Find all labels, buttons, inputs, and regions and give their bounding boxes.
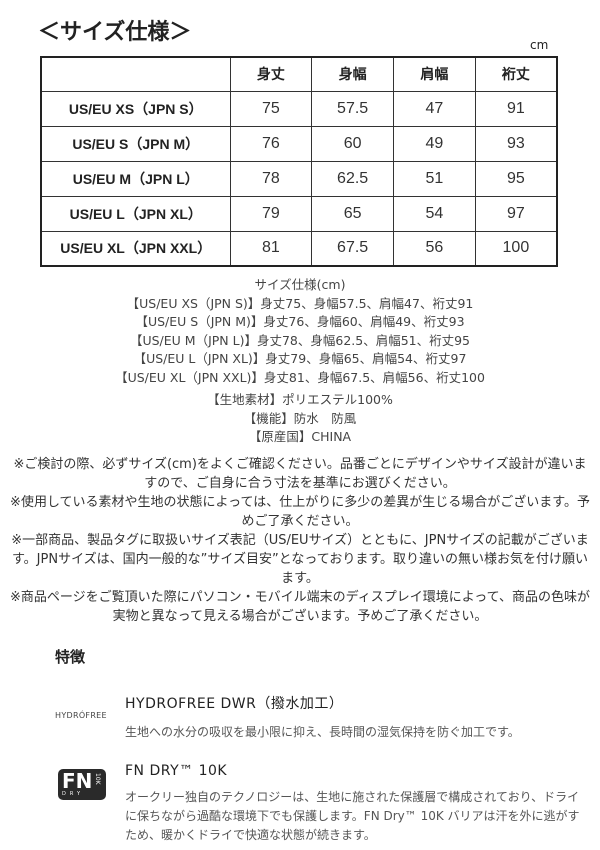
measurement-cell: 100 [474, 230, 558, 267]
hydrofree-logo: HYDRÓFREE [55, 711, 107, 720]
note: ※ご検討の際、必ずサイズ(cm)をよくご確認ください。品番ごとにデザインやサイズ… [13, 457, 587, 491]
material-line: 【生地素材】ポリエステル100% [207, 392, 393, 407]
header-cell: 肩幅 [393, 56, 476, 92]
table-row: US/EU XL（JPN XXL） 81 67.5 56 100 [40, 230, 558, 267]
table-row: US/EU M（JPN L） 78 62.5 51 95 [40, 160, 558, 197]
note: ※使用している素材や生地の状態によっては、仕上がりに多少の差異が生じる場合がござ… [10, 495, 590, 529]
spec-line: 【US/EU M（JPN L)】身丈78、身幅62.5、肩幅51、裄丈95 [129, 332, 471, 348]
size-label: US/EU XS（JPN S） [40, 90, 231, 127]
note: ※商品ページをご覧頂いた際にパソコン・モバイル端末のディスプレイ環境によって、商… [9, 590, 591, 624]
table-header-row: 身丈 身幅 肩幅 裄丈 [40, 56, 558, 92]
measurement-cell: 81 [229, 230, 313, 267]
spec-line: 【US/EU S（JPN M)】身丈76、身幅60、肩幅49、裄丈93 [135, 314, 465, 329]
measurement-cell: 95 [474, 160, 558, 197]
spec-line: 【US/EU XL（JPN XXL)】身丈81、身幅67.5、肩幅56、裄丈10… [115, 369, 485, 385]
fn-dry-logo: FN DRY 10K [58, 769, 106, 800]
measurement-cell: 65 [311, 195, 394, 232]
measurement-cell: 57.5 [311, 90, 394, 127]
measurement-cell: 56 [393, 230, 476, 267]
header-cell: 裄丈 [474, 56, 558, 92]
table-row: US/EU S（JPN M） 76 60 49 93 [40, 125, 558, 162]
spec-line: サイズ仕様(cm) [254, 277, 346, 292]
measurement-cell: 75 [229, 90, 313, 127]
measurement-cell: 78 [229, 160, 313, 197]
measurement-cell: 97 [474, 195, 558, 232]
header-cell: 身幅 [311, 56, 394, 92]
spec-line: 【US/EU XS（JPN S)】身丈75、身幅57.5、肩幅47、裄丈91 [126, 295, 474, 311]
material-line: 【機能】防水 防風 [243, 410, 357, 426]
table-row: US/EU L（JPN XL） 79 65 54 97 [40, 195, 558, 232]
measurement-cell: 60 [311, 125, 394, 162]
page-title: ＜サイズ仕様＞ [38, 20, 192, 45]
size-label: US/EU M（JPN L） [40, 160, 231, 197]
note: ※一部商品、製品タグに取扱いサイズ表記（US/EUサイズ）とともに、JPNサイズ… [11, 533, 589, 586]
measurement-cell: 54 [393, 195, 476, 232]
table-row: US/EU XS（JPN S） 75 57.5 47 91 [40, 90, 558, 127]
feature-desc: オークリー独自のテクノロジーは、生地に施された保護層で構成されており、ドライに保… [125, 790, 580, 842]
material-text: 【生地素材】ポリエステル100% 【機能】防水 防風 【原産国】CHINA [0, 391, 600, 447]
spec-text: サイズ仕様(cm) 【US/EU XS（JPN S)】身丈75、身幅57.5、肩… [0, 276, 600, 387]
feature-desc: 生地への水分の吸収を最小限に抑え、長時間の湿気保持を防ぐ加工です。 [125, 725, 520, 739]
size-table: 身丈 身幅 肩幅 裄丈 US/EU XS（JPN S） 75 57.5 47 91 US/… [40, 56, 558, 267]
measurement-cell: 67.5 [311, 230, 394, 267]
notes: ※ご検討の際、必ずサイズ(cm)をよくご確認ください。品番ごとにデザインやサイズ… [8, 455, 592, 626]
measurement-cell: 79 [229, 195, 313, 232]
measurement-cell: 51 [393, 160, 476, 197]
measurement-cell: 91 [474, 90, 558, 127]
size-label: US/EU L（JPN XL） [40, 195, 231, 232]
measurement-cell: 47 [393, 90, 476, 127]
measurement-cell: 62.5 [311, 160, 394, 197]
feature-title: FN DRY™ 10K [125, 763, 228, 779]
feature-title: HYDROFREE DWR（撥水加工） [125, 696, 344, 712]
measurement-cell: 76 [229, 125, 313, 162]
spec-line: 【US/EU L（JPN XL)】身丈79、身幅65、肩幅54、裄丈97 [133, 351, 467, 366]
size-label: US/EU S（JPN M） [40, 125, 231, 162]
material-line: 【原産国】CHINA [248, 429, 352, 444]
header-cell: 身丈 [229, 56, 313, 92]
features-heading: 特徴 [55, 648, 86, 666]
measurement-cell: 49 [393, 125, 476, 162]
size-label: US/EU XL（JPN XXL） [40, 230, 231, 267]
unit-label: cm [530, 38, 549, 52]
measurement-cell: 93 [474, 125, 558, 162]
header-cell [40, 56, 231, 92]
